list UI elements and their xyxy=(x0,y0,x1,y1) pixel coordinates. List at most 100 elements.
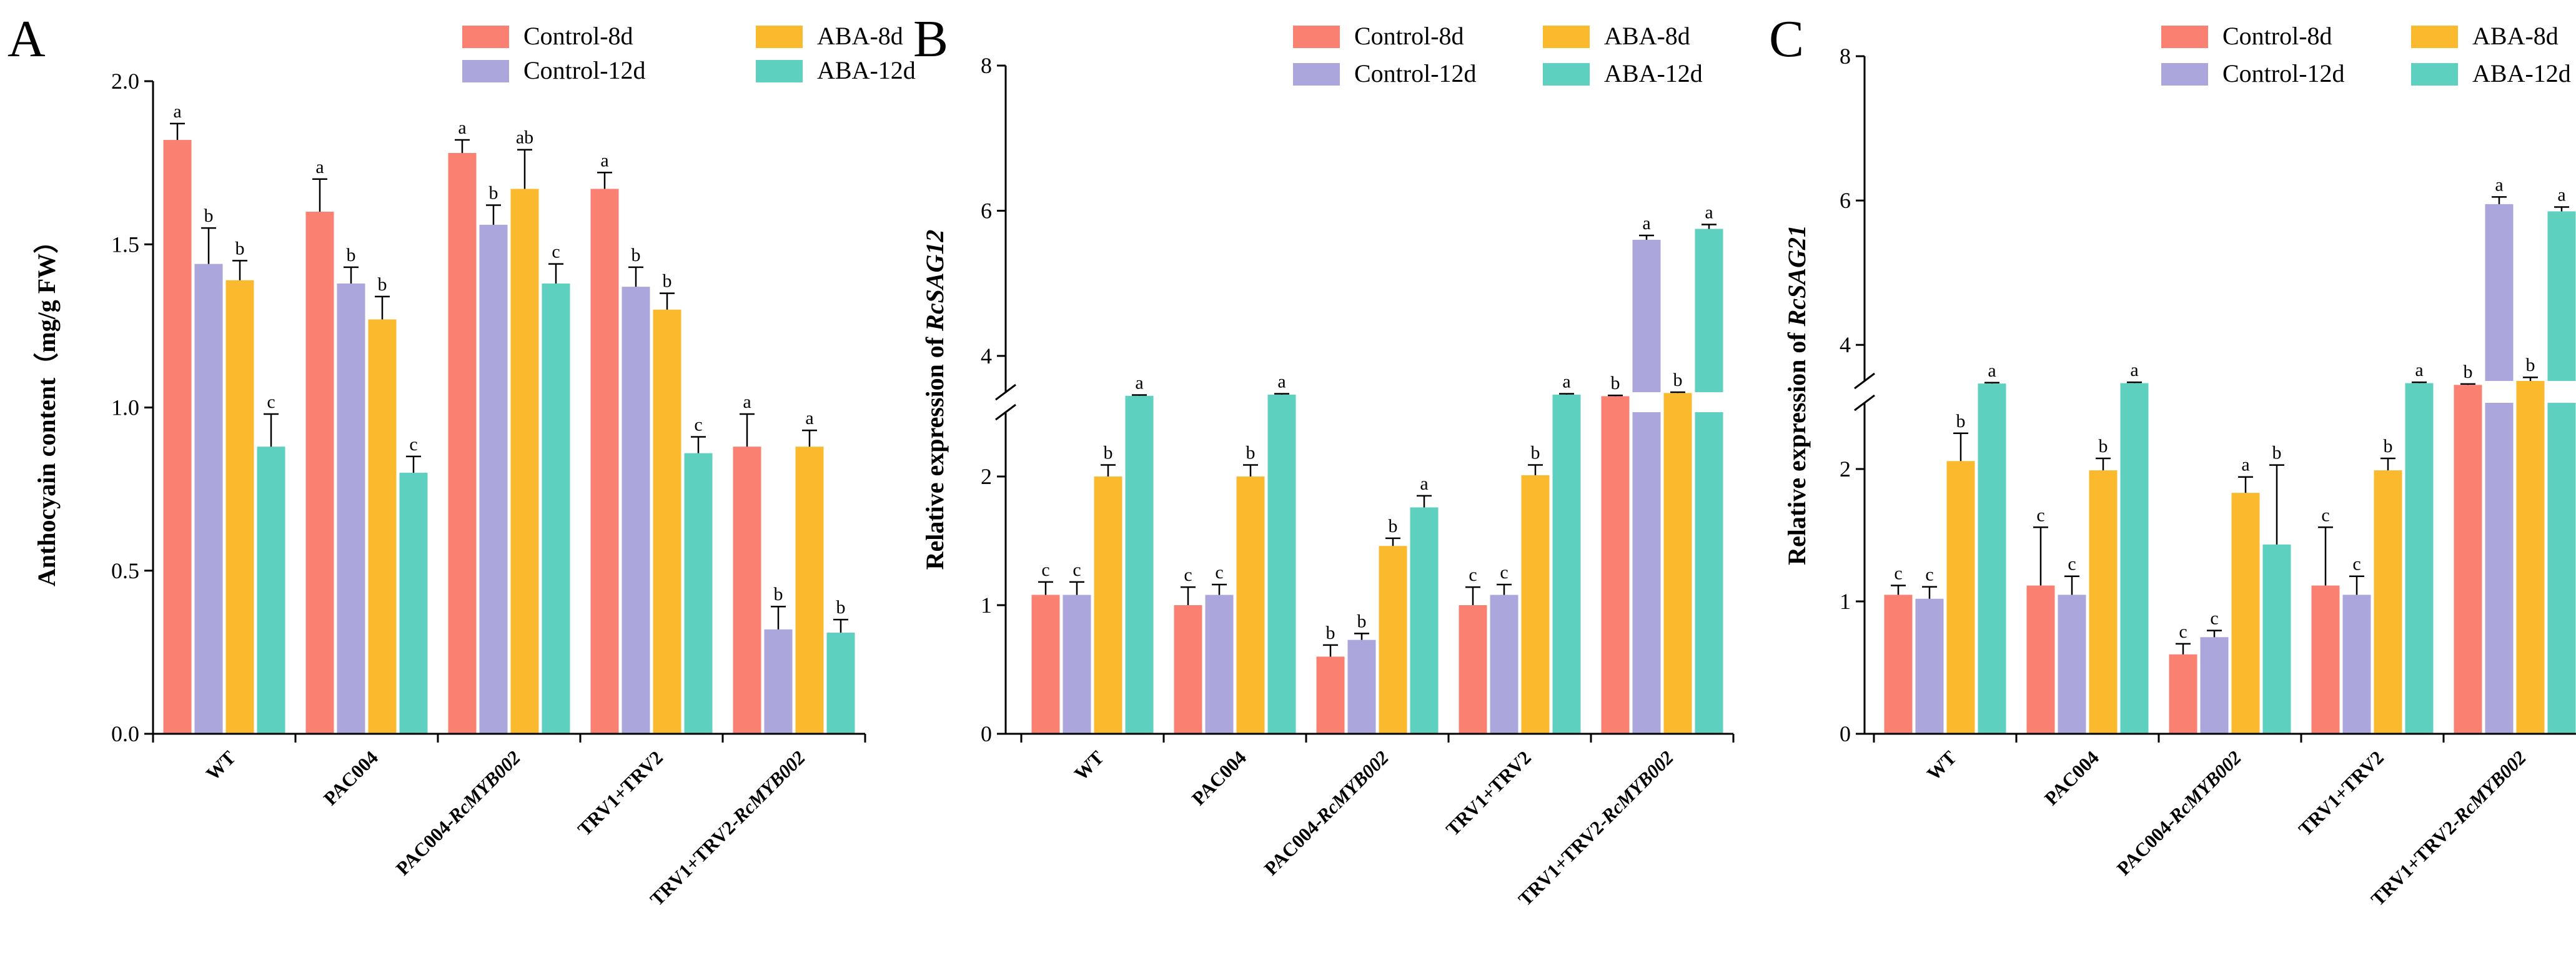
x-category-label-text: PAC004 xyxy=(319,746,382,809)
x-category-label: TRV1+TRV2-RcMYB002 xyxy=(2367,746,2530,910)
significance-label: c xyxy=(1925,565,1933,585)
bar xyxy=(826,633,855,734)
y-tick-label: 4 xyxy=(1840,332,1851,357)
significance-label: a xyxy=(2557,185,2565,205)
x-category-label-text: PAC004- xyxy=(2113,812,2180,879)
bar-upper xyxy=(2485,204,2514,381)
significance-label: a xyxy=(1420,473,1428,494)
significance-label: c xyxy=(1500,562,1508,583)
legend-label: ABA-8d xyxy=(817,22,903,50)
legend-label: Control-8d xyxy=(1354,22,1464,50)
x-category-label: TRV1+TRV2-RcMYB002 xyxy=(646,746,810,910)
x-category-label: TRV1+TRV2-RcMYB002 xyxy=(1514,746,1678,910)
bar xyxy=(1094,477,1122,734)
legend-swatch xyxy=(756,60,803,82)
bar xyxy=(2200,637,2229,734)
bar xyxy=(1410,507,1439,734)
x-category-label-text: WT xyxy=(1070,746,1109,785)
significance-label: a xyxy=(1705,202,1713,223)
bar xyxy=(399,473,428,734)
bar xyxy=(733,447,761,734)
significance-label: b xyxy=(235,238,245,259)
bar xyxy=(684,453,713,734)
significance-label: b xyxy=(1611,373,1620,393)
bar xyxy=(337,283,365,734)
bar xyxy=(257,447,285,734)
bar xyxy=(194,264,223,734)
x-category-label: TRV1+TRV2 xyxy=(2294,746,2388,840)
x-category-label: PAC004-RcMYB002 xyxy=(1260,746,1393,879)
panel-b: B 0 1 2 4 6 8 Relative expression of RcSAG12 c c b… xyxy=(913,10,1735,910)
legend-label: ABA-12d xyxy=(2472,59,2571,87)
panel-letter: C xyxy=(1769,10,1804,68)
x-category-label-text: PAC004- xyxy=(1260,812,1327,879)
y-tick-label: 8 xyxy=(981,53,992,78)
significance-label: c xyxy=(2179,621,2187,642)
significance-label: b xyxy=(204,205,214,226)
bar xyxy=(2262,544,2291,734)
significance-label: c xyxy=(1041,560,1049,580)
bar xyxy=(1946,461,1975,734)
bar xyxy=(225,280,254,734)
significance-label: b xyxy=(1246,442,1256,463)
bar xyxy=(1915,598,1944,734)
significance-label: b xyxy=(1956,411,1966,432)
bar xyxy=(590,189,619,734)
bar xyxy=(2058,595,2086,734)
significance-label: a xyxy=(458,117,466,138)
significance-label: b xyxy=(2526,355,2535,375)
significance-label: a xyxy=(1988,360,1996,381)
legend-swatch xyxy=(2411,63,2458,86)
y-tick-label: 0 xyxy=(981,721,992,746)
x-category-label-gene: RcMYB002 xyxy=(2164,746,2246,827)
legend-label: Control-12d xyxy=(2222,59,2345,87)
y-axis-label-gene: RcSAG21 xyxy=(1783,225,1811,327)
legend-swatch xyxy=(1293,63,1340,86)
x-category-label: WT xyxy=(202,746,240,785)
significance-label: b xyxy=(1389,516,1398,536)
x-category-label-text: WT xyxy=(1923,746,1961,785)
bar xyxy=(1267,394,1296,734)
significance-label: b xyxy=(347,245,356,265)
bar xyxy=(1601,396,1630,734)
y-tick-label: 4 xyxy=(981,343,992,368)
y-axis-label-text: Relative expression of xyxy=(1783,326,1811,565)
bar xyxy=(2342,595,2371,734)
legend-label: ABA-8d xyxy=(2472,22,2559,50)
x-category-label: PAC004 xyxy=(1187,746,1251,809)
significance-label: c xyxy=(2321,505,2329,525)
x-category-label-text: PAC004 xyxy=(2040,746,2103,809)
significance-label: ab xyxy=(516,127,533,148)
bar-upper xyxy=(1695,229,1723,392)
y-tick-label: 6 xyxy=(1840,188,1851,213)
y-axis-label-gene: RcSAG12 xyxy=(921,230,949,332)
bar xyxy=(2405,383,2434,734)
legend-swatch xyxy=(462,60,509,82)
significance-label: b xyxy=(489,183,498,204)
legend-label: ABA-12d xyxy=(817,56,916,84)
significance-label: b xyxy=(2384,436,2393,457)
legend-label: Control-12d xyxy=(523,56,646,84)
significance-label: b xyxy=(1531,442,1540,463)
y-tick-label: 1 xyxy=(981,593,992,618)
significance-label: b xyxy=(774,584,783,605)
bar xyxy=(1031,595,1060,734)
significance-label: c xyxy=(1073,560,1081,580)
legend-swatch xyxy=(2161,26,2208,48)
x-category-label-gene: RcMYB002 xyxy=(1312,746,1393,827)
significance-label: c xyxy=(1894,563,1902,584)
x-category-label-text: PAC004- xyxy=(392,812,459,879)
significance-label: c xyxy=(2352,554,2361,575)
bar xyxy=(1125,395,1154,734)
bar-upper xyxy=(2547,211,2576,381)
bar xyxy=(1205,595,1234,734)
x-category-label-text: TRV1+TRV2 xyxy=(1442,746,1535,840)
x-category-label: PAC004-RcMYB002 xyxy=(2113,746,2246,879)
bar xyxy=(2026,585,2055,734)
bar xyxy=(1632,412,1661,734)
y-tick-label: 0.5 xyxy=(111,558,139,583)
x-category-label-text: TRV1+TRV2 xyxy=(2294,746,2388,840)
bar xyxy=(1663,393,1692,734)
significance-label: c xyxy=(1215,562,1223,583)
